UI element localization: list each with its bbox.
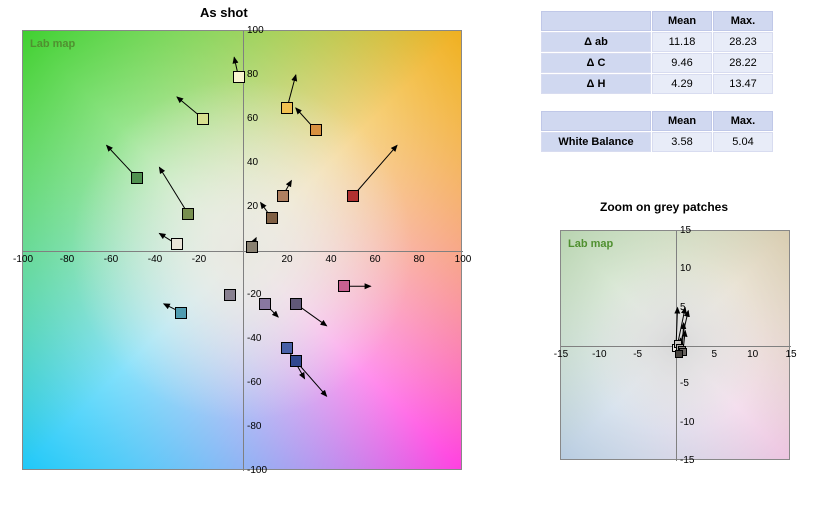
cell-max: 28.22	[713, 53, 773, 73]
delta-table: MeanMax. Δ ab11.1828.23 Δ C9.4628.22 Δ H4.2…	[540, 10, 774, 95]
x-tick: 40	[316, 254, 346, 265]
y-tick: -15	[680, 455, 694, 466]
color-patch-marker	[675, 350, 683, 358]
zoom-lab-plot: -15-15-10-10-5-55510101515	[560, 230, 790, 460]
cell-max: 28.23	[713, 32, 773, 52]
row-label: Δ H	[541, 74, 651, 94]
color-patch-marker	[224, 289, 236, 301]
color-patch-marker	[281, 342, 293, 354]
y-tick: 5	[680, 302, 686, 313]
col-header: Mean	[652, 111, 712, 131]
zoom-chart-title: Zoom on grey patches	[600, 200, 728, 214]
main-lab-label: Lab map	[30, 38, 75, 50]
y-tick: -40	[247, 333, 261, 344]
color-patch-marker	[281, 102, 293, 114]
col-header: Max.	[713, 111, 773, 131]
x-tick: 80	[404, 254, 434, 265]
delta-table-container: MeanMax. Δ ab11.1828.23 Δ C9.4628.22 Δ H4.2…	[540, 10, 774, 95]
color-patch-marker	[347, 190, 359, 202]
white-balance-table: MeanMax. White Balance3.585.04	[540, 110, 774, 153]
cell-max: 5.04	[713, 132, 773, 152]
x-tick: -5	[623, 349, 653, 360]
cell-mean: 11.18	[652, 32, 712, 52]
x-tick: -15	[546, 349, 576, 360]
color-patch-marker	[277, 190, 289, 202]
x-tick: -80	[52, 254, 82, 265]
color-patch-marker	[175, 307, 187, 319]
wb-table-container: MeanMax. White Balance3.585.04	[540, 110, 774, 153]
col-header	[541, 111, 651, 131]
y-tick: 100	[247, 25, 264, 36]
x-tick: 15	[776, 349, 806, 360]
y-tick: -60	[247, 377, 261, 388]
cell-mean: 4.29	[652, 74, 712, 94]
row-label: Δ ab	[541, 32, 651, 52]
x-tick: -60	[96, 254, 126, 265]
x-tick: -20	[184, 254, 214, 265]
col-header: Max.	[713, 11, 773, 31]
cell-max: 13.47	[713, 74, 773, 94]
y-tick: -5	[680, 378, 689, 389]
color-patch-marker	[259, 298, 271, 310]
y-tick: 15	[680, 225, 691, 236]
color-patch-marker	[290, 355, 302, 367]
row-label: White Balance	[541, 132, 651, 152]
x-tick: 60	[360, 254, 390, 265]
y-tick: 80	[247, 69, 258, 80]
cell-mean: 9.46	[652, 53, 712, 73]
col-header: Mean	[652, 11, 712, 31]
y-tick: -10	[680, 417, 694, 428]
y-tick: 20	[247, 201, 258, 212]
x-tick: -40	[140, 254, 170, 265]
color-patch-marker	[171, 238, 183, 250]
color-patch-marker	[338, 280, 350, 292]
zoom-lab-label: Lab map	[568, 238, 613, 250]
color-patch-marker	[131, 172, 143, 184]
y-tick: -80	[247, 421, 261, 432]
color-patch-marker	[266, 212, 278, 224]
main-lab-plot: -100-100-80-80-60-60-40-40-20-2020204040…	[22, 30, 462, 470]
cell-mean: 3.58	[652, 132, 712, 152]
color-patch-marker	[233, 71, 245, 83]
col-header	[541, 11, 651, 31]
x-tick: 5	[699, 349, 729, 360]
y-tick: 10	[680, 263, 691, 274]
y-tick: 40	[247, 157, 258, 168]
main-chart-title: As shot	[200, 5, 248, 20]
x-tick: -100	[8, 254, 38, 265]
color-patch-marker	[246, 241, 258, 253]
row-label: Δ C	[541, 53, 651, 73]
color-patch-marker	[290, 298, 302, 310]
color-patch-marker	[182, 208, 194, 220]
color-patch-marker	[310, 124, 322, 136]
x-tick: 20	[272, 254, 302, 265]
x-tick: -10	[584, 349, 614, 360]
x-tick: 10	[738, 349, 768, 360]
y-tick: -100	[247, 465, 267, 476]
color-patch-marker	[197, 113, 209, 125]
y-tick: 60	[247, 113, 258, 124]
x-tick: 100	[448, 254, 478, 265]
